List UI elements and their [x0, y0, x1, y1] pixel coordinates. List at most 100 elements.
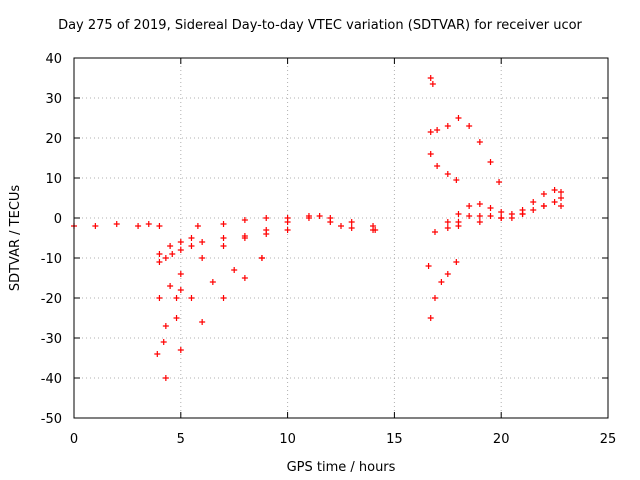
- data-point: [427, 75, 434, 81]
- data-point: [220, 295, 227, 301]
- data-point: [241, 275, 248, 281]
- data-point: [431, 295, 438, 301]
- data-point: [177, 247, 184, 253]
- data-point: [305, 213, 312, 219]
- data-point: [188, 295, 195, 301]
- data-point: [496, 179, 503, 185]
- data-series-8: [194, 213, 379, 233]
- data-point: [220, 235, 227, 241]
- data-point: [92, 223, 99, 229]
- chart-title: Day 275 of 2019, Sidereal Day-to-day VTE…: [58, 18, 582, 33]
- data-point: [263, 231, 270, 237]
- data-point: [169, 251, 176, 257]
- data-series-12: [427, 259, 460, 321]
- data-point: [162, 375, 169, 381]
- data-point: [540, 191, 547, 197]
- data-point: [162, 323, 169, 329]
- x-tick-label: 20: [493, 432, 510, 447]
- data-point: [241, 235, 248, 241]
- data-point: [476, 219, 483, 225]
- data-point: [558, 195, 565, 201]
- data-series-3: [156, 227, 291, 301]
- data-point: [162, 255, 169, 261]
- data-point: [258, 255, 265, 261]
- y-tick-label: -20: [41, 292, 62, 307]
- y-tick-label: -30: [41, 332, 62, 347]
- y-tick-label: 0: [54, 212, 62, 227]
- data-point: [199, 319, 206, 325]
- data-point: [177, 271, 184, 277]
- data-series-13: [425, 263, 432, 269]
- data-series-14: [431, 195, 565, 235]
- data-point: [434, 127, 441, 133]
- data-series-10: [427, 115, 503, 185]
- data-point: [476, 201, 483, 207]
- data-point: [173, 315, 180, 321]
- data-point: [444, 171, 451, 177]
- data-series-11: [427, 151, 460, 183]
- data-point: [194, 223, 201, 229]
- data-point: [167, 283, 174, 289]
- data-point: [487, 205, 494, 211]
- data-point: [338, 223, 344, 229]
- data-point: [453, 177, 460, 183]
- x-tick-label: 0: [70, 432, 78, 447]
- data-point: [455, 115, 462, 121]
- data-point: [199, 239, 206, 245]
- data-point: [263, 215, 270, 221]
- data-point: [466, 203, 473, 209]
- data-point: [551, 187, 558, 193]
- data-point: [487, 159, 494, 165]
- data-point: [434, 163, 441, 169]
- data-point: [427, 151, 434, 157]
- data-point: [209, 279, 216, 285]
- x-tick-label: 10: [279, 432, 296, 447]
- data-point: [431, 229, 438, 235]
- data-point: [173, 295, 180, 301]
- data-point: [220, 243, 227, 249]
- data-point: [427, 315, 434, 321]
- data-point: [316, 213, 323, 219]
- y-tick-label: -50: [41, 412, 62, 427]
- x-tick-label: 25: [600, 432, 617, 447]
- y-tick-label: 40: [45, 52, 62, 67]
- data-point: [156, 223, 163, 229]
- data-point: [551, 199, 558, 205]
- data-point: [220, 221, 227, 227]
- data-point: [455, 211, 462, 217]
- y-axis-label: SDTVAR / TECUs: [8, 185, 23, 292]
- data-series-16: [455, 203, 565, 229]
- data-point: [519, 211, 526, 217]
- data-point: [425, 263, 432, 269]
- data-point: [177, 287, 184, 293]
- data-point: [188, 243, 195, 249]
- y-tick-label: 30: [45, 92, 62, 107]
- data-point: [530, 199, 537, 205]
- data-point: [231, 267, 238, 273]
- data-series-1: [71, 221, 163, 229]
- data-point: [241, 217, 248, 223]
- data-point: [372, 227, 379, 233]
- data-point: [167, 243, 174, 249]
- data-series-9: [427, 75, 436, 87]
- data-point: [160, 339, 167, 345]
- plot-border: [73, 57, 609, 419]
- data-point: [558, 189, 565, 195]
- data-point: [348, 219, 355, 225]
- data-point: [145, 221, 152, 227]
- data-point: [188, 235, 195, 241]
- data-point: [156, 251, 163, 257]
- data-point: [429, 81, 436, 87]
- data-point: [540, 203, 547, 209]
- data-point: [453, 259, 460, 265]
- data-point: [427, 129, 434, 135]
- data-series-6: [154, 287, 184, 357]
- data-series-15: [444, 187, 565, 225]
- data-point: [466, 123, 473, 129]
- data-point: [476, 139, 483, 145]
- data-point: [487, 213, 494, 219]
- data-point: [444, 225, 451, 231]
- data-point: [444, 123, 451, 129]
- data-point: [438, 279, 445, 285]
